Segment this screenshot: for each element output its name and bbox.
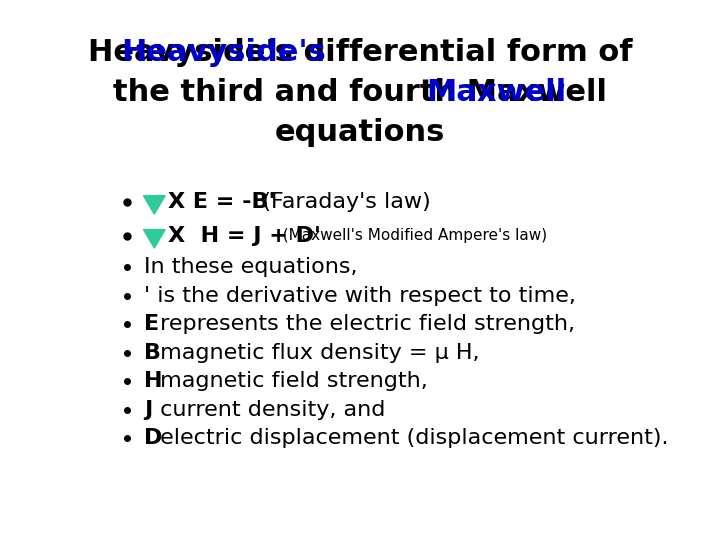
Text: D: D: [144, 428, 163, 448]
Text: represents the electric field strength,: represents the electric field strength,: [153, 314, 575, 334]
Text: ' is the derivative with respect to time,: ' is the derivative with respect to time…: [144, 286, 576, 306]
Text: X E = -B': X E = -B': [168, 192, 275, 212]
Text: (Faraday's law): (Faraday's law): [240, 192, 431, 212]
Text: Maxwell: Maxwell: [426, 78, 567, 107]
Text: electric displacement (displacement current).: electric displacement (displacement curr…: [153, 428, 668, 448]
Text: Heavyside's differential form of: Heavyside's differential form of: [88, 38, 632, 67]
Polygon shape: [143, 230, 165, 248]
Text: B: B: [144, 343, 161, 363]
Text: Heavyside's: Heavyside's: [121, 38, 326, 67]
Text: magnetic flux density = μ H,: magnetic flux density = μ H,: [153, 343, 480, 363]
Text: E: E: [144, 314, 159, 334]
Text: X  H = J + D': X H = J + D': [168, 226, 320, 246]
Polygon shape: [143, 195, 165, 214]
Text: (Maxwell's Modified Ampere's law): (Maxwell's Modified Ampere's law): [274, 228, 547, 243]
Text: H: H: [144, 372, 163, 392]
Text: magnetic field strength,: magnetic field strength,: [153, 372, 428, 392]
Text: J: J: [144, 400, 153, 420]
Text: current density, and: current density, and: [153, 400, 385, 420]
Text: the third and fourth Maxwell: the third and fourth Maxwell: [113, 78, 607, 107]
Text: equations: equations: [275, 118, 445, 147]
Text: In these equations,: In these equations,: [144, 258, 358, 278]
